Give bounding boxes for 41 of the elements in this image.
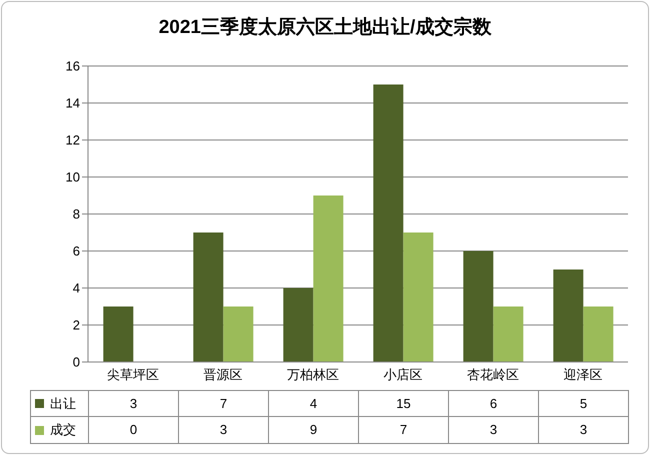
data-label: 15 (359, 391, 449, 416)
bar (373, 84, 404, 362)
legend-label: 成交 (50, 421, 76, 439)
y-tick-label: 10 (66, 170, 80, 185)
bar (283, 288, 314, 362)
legend-label: 出让 (50, 394, 76, 412)
x-tick-label: 万柏林区 (287, 367, 339, 382)
data-label: 0 (89, 417, 179, 443)
y-tick-label: 0 (72, 354, 80, 370)
data-label: 7 (359, 417, 449, 443)
y-tick-label: 6 (72, 244, 80, 259)
y-tick-label: 16 (66, 58, 80, 74)
x-tick-label: 尖草坪区 (107, 367, 159, 382)
x-tick-label: 晋源区 (204, 367, 242, 382)
y-tick-label: 4 (72, 280, 80, 296)
bar (583, 306, 614, 362)
y-tick-label: 2 (72, 318, 80, 333)
data-label: 3 (179, 417, 269, 443)
data-label: 6 (449, 391, 539, 416)
y-tick-label: 8 (72, 206, 80, 222)
bar (403, 232, 434, 362)
x-tick-label: 迎泽区 (564, 367, 602, 382)
bar (493, 306, 524, 362)
x-tick-label: 小店区 (384, 367, 422, 382)
data-label: 5 (539, 391, 629, 416)
data-label: 4 (269, 391, 359, 416)
data-label: 3 (539, 417, 629, 443)
data-label: 3 (449, 417, 539, 443)
data-label: 3 (89, 391, 179, 416)
bar (193, 232, 224, 362)
bar (463, 251, 494, 362)
bar (103, 306, 134, 362)
data-label: 9 (269, 417, 359, 443)
y-tick-label: 14 (66, 96, 80, 111)
bar (313, 196, 344, 362)
chart-title: 2021三季度太原六区土地出让/成交宗数 (158, 16, 492, 40)
y-tick-label: 12 (66, 132, 80, 148)
bar (553, 270, 584, 362)
bar (223, 306, 254, 362)
x-tick-label: 杏花岭区 (467, 367, 519, 382)
data-label: 7 (179, 391, 269, 416)
